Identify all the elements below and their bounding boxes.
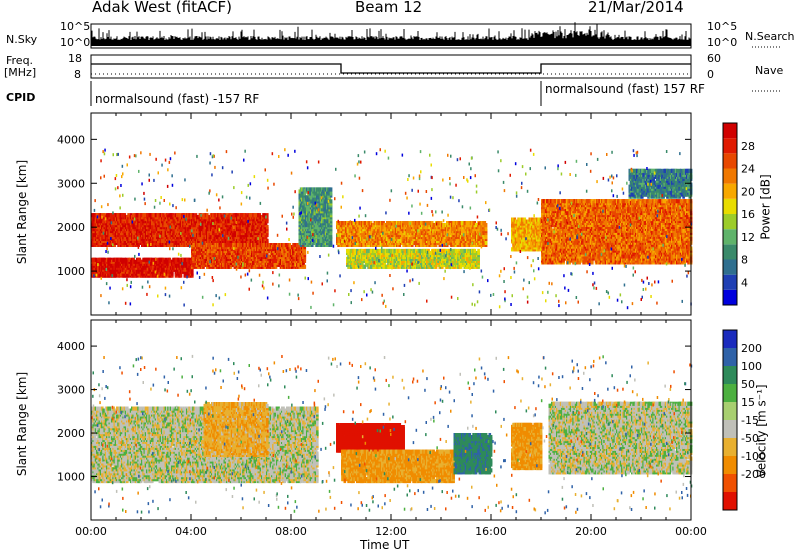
heatmap-cell [98, 230, 102, 236]
heatmap-cell [303, 248, 307, 254]
heatmap-cell [306, 205, 309, 210]
heatmap-cell [329, 191, 333, 196]
noise-trace [90, 22, 692, 49]
heatmap-cell [303, 264, 307, 269]
heatmap-cell [329, 234, 333, 240]
heatmap-cell [363, 221, 367, 226]
noise-sky-line [90, 22, 691, 46]
heatmap-cell [329, 240, 333, 245]
freq-line [91, 63, 691, 74]
heatmap-cell [329, 187, 333, 192]
heatmap-cell [179, 273, 183, 278]
heatmap-cell [329, 209, 333, 214]
frequency-trace [90, 46, 782, 106]
heatmap-cell [253, 243, 257, 248]
freq-frame [90, 54, 692, 79]
power-heatmap [91, 148, 693, 310]
heatmap-cell [329, 199, 333, 204]
heatmap-cell [227, 243, 230, 248]
heatmap-cell [266, 225, 269, 230]
heatmap-cell [412, 221, 415, 226]
heatmap-cell [266, 238, 269, 243]
heatmap-cell [191, 271, 194, 276]
